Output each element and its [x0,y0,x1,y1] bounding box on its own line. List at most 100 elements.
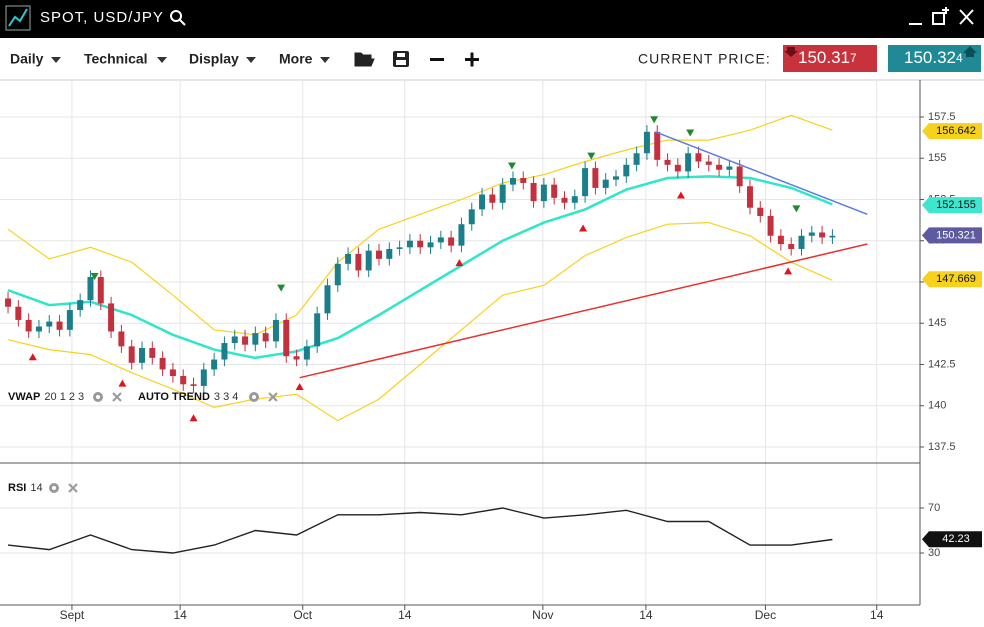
current-price-label: CURRENT PRICE: [638,51,771,67]
y-tick-label: 142.5 [928,358,956,370]
rsi-name: RSI [8,482,26,494]
logo [5,5,31,31]
bid-box[interactable] [783,45,877,72]
candle-body [674,164,681,172]
candle-body [25,319,32,332]
menu-display[interactable]: Display [189,51,239,67]
rsi-params: 14 [30,482,42,494]
window-title: SPOT, USD/JPY [40,9,164,26]
caret [51,57,61,63]
candle-body [231,336,238,344]
candle-body [293,356,300,360]
trend-line [654,131,868,215]
close-button[interactable] [959,9,974,25]
x-tick-label: Nov [532,608,553,622]
candle-body [200,369,207,386]
candle-body [427,242,434,248]
y-tick-label: 157.5 [928,111,956,123]
price-tag [922,227,982,244]
price-tag-label: 152.155 [936,199,976,211]
y-tick-label: 140 [928,400,946,412]
candle-body [746,186,753,208]
bid-price: 150.317 [798,48,857,67]
candle-body [736,166,743,187]
candle-body [396,247,403,249]
candle-body [190,384,197,386]
x-tick-label: 14 [639,608,653,622]
rsi-label: RSI 14 [8,482,43,494]
save-icon[interactable] [393,51,409,67]
zoom-in[interactable] [465,52,479,67]
ask-price: 150.324 [904,48,963,67]
candle-body [798,235,805,249]
auto-trend-label: AUTO TREND 3 3 4 [138,391,238,403]
x-tick-label: 14 [173,608,187,622]
bid-main: 150.31 [798,48,850,67]
price-tag-label: 42.23 [942,533,970,545]
candle-body [479,194,486,210]
candle-body [324,285,331,314]
candle-body [118,331,125,347]
vwap-params: 20 1 2 3 [44,391,84,403]
search-icon[interactable] [170,10,186,26]
candle-body [654,131,661,160]
candle-body [169,369,176,377]
x-tick-label: Dec [755,608,776,622]
settings-icon[interactable] [93,392,103,402]
candle-body [448,237,455,246]
bollinger-band [7,114,833,336]
settings-icon[interactable] [249,392,259,402]
bollinger-band [7,221,833,422]
candle-body [499,184,506,203]
candle-body [66,310,73,330]
candle-body [757,207,764,216]
popout-button[interactable] [932,7,949,25]
title-bar [0,0,984,38]
signal-up [118,379,127,387]
menu-technical[interactable]: Technical [84,51,148,67]
zoom-out[interactable] [430,58,444,61]
candle-body [829,235,836,238]
candle-body [458,224,465,246]
ask-box[interactable] [888,45,981,72]
auto-trend-name: AUTO TREND [138,391,210,403]
bid-arrow [784,47,798,57]
logo-line [8,8,28,27]
caret [246,57,256,63]
candle-body [695,153,702,162]
candle-body [180,376,187,385]
candle-body [262,333,269,342]
candle-body [46,321,53,327]
candle-body [788,244,795,249]
candle-body [272,319,279,342]
candle-body [376,250,383,259]
menu-more[interactable]: More [279,51,313,67]
auto-trend-params: 3 3 4 [214,391,238,403]
candle-body [242,336,249,345]
trend-line [299,243,868,379]
candle-body [211,359,218,370]
price-tag-label: 150.321 [936,229,976,241]
bid-pip: 7 [850,51,857,65]
candle-body [417,240,424,248]
settings-icon[interactable] [49,483,59,493]
signal-up [189,414,198,422]
candle-body [15,306,22,320]
y-tick-label: 137.5 [928,441,956,453]
menu-daily[interactable]: Daily [10,51,44,67]
ask-arrow [963,46,977,57]
signal-down [587,152,596,160]
x-tick-label: 14 [870,608,884,622]
price-tag [922,197,982,214]
vwap-label: VWAP 20 1 2 3 [8,391,84,403]
candle-body [808,232,815,236]
remove-icon[interactable] [68,483,78,493]
price-tag-label: 156.642 [936,125,976,137]
remove-icon[interactable] [268,392,278,402]
remove-icon[interactable] [112,392,122,402]
signal-down [507,162,516,170]
open-icon[interactable] [354,52,375,67]
signal-up [676,191,685,199]
signal-up [295,382,304,390]
